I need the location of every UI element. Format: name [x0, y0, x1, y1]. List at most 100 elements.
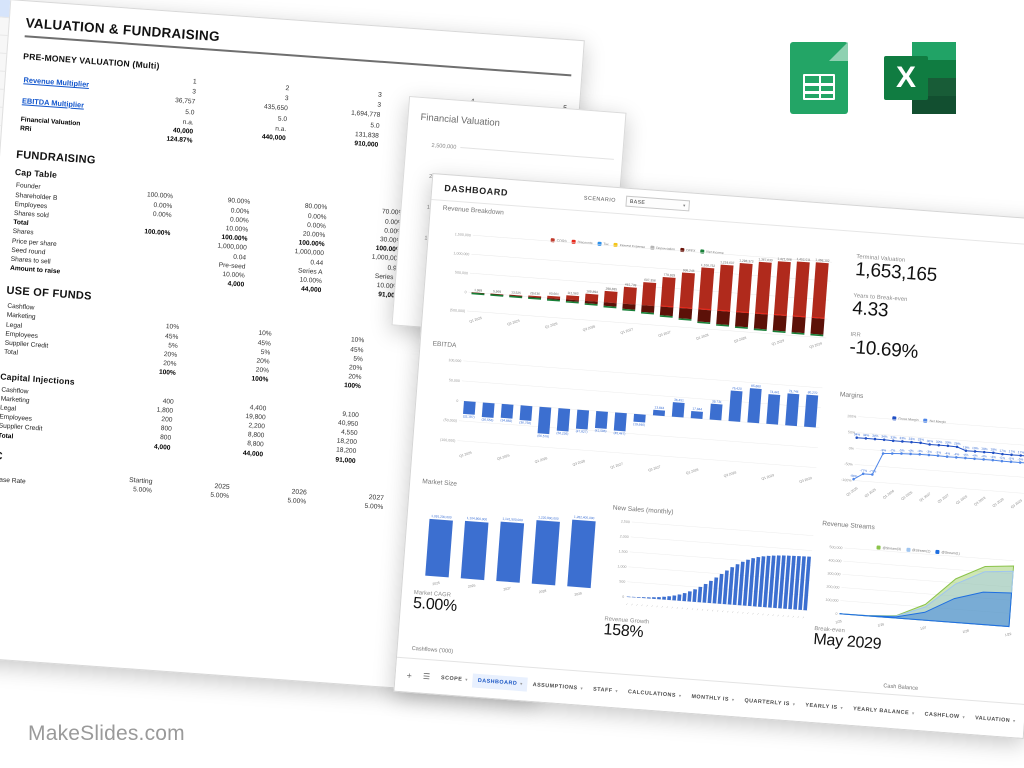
svg-text:1,091,200,000: 1,091,200,000	[431, 514, 452, 520]
scenario-label: SCENARIO	[583, 194, 617, 204]
revenue-streams-chart: 500,000 400,000 300,000 200,000 100,000 0 1/25…	[825, 545, 1015, 637]
all-sheets-icon[interactable]: ☰	[422, 671, 431, 682]
svg-text:1,500: 1,500	[618, 549, 627, 554]
kpi-revenue-growth: Revenue Growth 158%	[603, 616, 649, 642]
chevron-down-icon[interactable]: ▾	[792, 701, 796, 707]
app-icons-group: X	[790, 42, 956, 114]
svg-text:1,500,000: 1,500,000	[455, 232, 471, 237]
svg-text:‒: ‒	[776, 613, 780, 617]
svg-text:1/27: 1/27	[920, 625, 927, 630]
svg-text:(19,646): (19,646)	[633, 422, 645, 427]
svg-text:Q1 2027: Q1 2027	[919, 492, 932, 503]
margins-chart: 100%50%0%-50%-100%34% 34% 34% 34% 33% 33% 33% 3…	[841, 414, 1024, 509]
svg-text:-4%: -4%	[972, 453, 978, 457]
svg-text:Q1 2026: Q1 2026	[882, 489, 895, 500]
google-sheets-icon[interactable]	[790, 42, 848, 114]
sheet-tab-staff[interactable]: STAFF ▾	[588, 682, 624, 699]
chevron-down-icon[interactable]: ▾	[678, 693, 682, 699]
svg-text:100%: 100%	[847, 414, 857, 419]
svg-text:1/26: 1/26	[877, 622, 884, 627]
add-sheet-icon[interactable]: +	[406, 670, 413, 681]
svg-text:1,468,102: 1,468,102	[815, 258, 830, 263]
panel-new-sales: New Sales (monthly) 2,500 2,000 1,500 1,000…	[601, 504, 821, 654]
chevron-down-icon[interactable]: ▾	[1012, 718, 1016, 724]
svg-text:‒: ‒	[695, 607, 699, 611]
sheet-tab-yearly-balance[interactable]: YEARLY BALANCE ▾	[848, 701, 920, 720]
excel-band-bottom	[912, 96, 956, 114]
row-header-cell[interactable]: 8	[0, 106, 3, 126]
chevron-down-icon[interactable]: ▾	[911, 710, 915, 716]
svg-text:(34,882): (34,882)	[500, 418, 512, 423]
sheet-tab-label: ASSUMPTIONS	[532, 681, 578, 691]
row-header-cell[interactable]: 2	[0, 0, 11, 19]
panel-market-size: Market Size 1,091,200,000 2025 1,104,900,0…	[410, 478, 610, 627]
chevron-down-icon[interactable]: ▾	[615, 688, 619, 694]
svg-text:(32,197): (32,197)	[463, 414, 475, 419]
row-header-cell[interactable]: 5	[0, 52, 7, 72]
svg-text:‒: ‒	[801, 615, 805, 619]
sheet-tab-valuation[interactable]: VALUATION ▾	[970, 710, 1022, 728]
svg-text:30%: 30%	[927, 439, 934, 443]
scenario-dropdown[interactable]: BASE ▾	[625, 195, 691, 212]
svg-text:34%: 34%	[854, 432, 861, 436]
svg-text:-3%: -3%	[935, 450, 941, 454]
svg-text:‒: ‒	[655, 604, 659, 608]
sheet-tab-label: SCOPE	[440, 674, 463, 683]
svg-text:-9%: -9%	[880, 448, 886, 452]
chevron-down-icon[interactable]: ▾	[731, 696, 735, 703]
row-header-cell[interactable]: 7	[0, 88, 4, 108]
sheet-tab-scope[interactable]: SCOPE ▾	[436, 670, 474, 687]
chevron-down-icon[interactable]: ▾	[962, 714, 966, 720]
row-header-cell[interactable]: 9	[0, 124, 2, 144]
svg-text:-5%: -5%	[999, 456, 1005, 460]
svg-text:Q1 2028: Q1 2028	[685, 468, 699, 476]
axis-tick-label: 2,500,000	[431, 142, 457, 151]
revenue-breakdown-chart: 1,500,000 1,000,000 500,000 0 (500,000) 1,989…	[450, 232, 832, 349]
svg-text:1,367,630: 1,367,630	[758, 257, 773, 262]
kpi-irr: IRR -10.69%	[849, 332, 1024, 372]
svg-text:19%: 19%	[990, 447, 997, 451]
excel-x-glyph: X	[895, 61, 916, 94]
svg-text:‒: ‒	[796, 615, 800, 619]
sheet-tab-cashflow[interactable]: CASHFLOW ▾	[919, 707, 971, 725]
svg-text:1,989: 1,989	[474, 288, 482, 293]
svg-text:‒: ‒	[680, 606, 684, 610]
svg-text:Q3 2027: Q3 2027	[937, 493, 950, 504]
svg-text:Q3 2026: Q3 2026	[572, 459, 586, 467]
sheet-dashboard[interactable]: DASHBOARD SCENARIO BASE ▾ Revenue Breakd…	[393, 173, 1024, 739]
chevron-down-icon[interactable]: ▾	[580, 685, 584, 691]
panel-revenue-streams: Revenue Streams @Stream(3) @Stream(2) @Str…	[810, 520, 1024, 675]
svg-text:936,246: 936,246	[683, 268, 695, 273]
svg-text:Q3 2028: Q3 2028	[973, 496, 986, 507]
chevron-down-icon[interactable]: ▾	[520, 681, 523, 687]
svg-text:Q1 2026: Q1 2026	[534, 456, 548, 464]
svg-text:Q3 2026: Q3 2026	[900, 490, 913, 501]
svg-text:‒: ‒	[650, 604, 654, 608]
sheet-tab-monthly-is[interactable]: MONTHLY IS ▾	[686, 689, 740, 707]
svg-text:Q3 2027: Q3 2027	[648, 465, 662, 473]
row-header-cell[interactable]: 4	[0, 34, 8, 54]
sheet-tab-yearly-is[interactable]: YEARLY IS ▾	[800, 698, 849, 716]
row-header-cell[interactable]: 6	[0, 70, 6, 90]
panel-margins: Margins Gross Margin Net Margin 100% 50% 0%…	[829, 391, 1024, 526]
svg-text:33%: 33%	[899, 436, 906, 440]
svg-text:111,563: 111,563	[567, 291, 579, 296]
svg-text:Q1 2027: Q1 2027	[610, 462, 624, 470]
svg-text:400,000: 400,000	[828, 558, 841, 563]
svg-text:Q3 2027: Q3 2027	[658, 330, 672, 338]
sheet-tab-assumptions[interactable]: ASSUMPTIONS ▾	[527, 677, 588, 696]
microsoft-excel-icon[interactable]: X	[884, 42, 956, 114]
row-header-cell[interactable]: 3	[0, 16, 9, 37]
sheet-tab-dashboard[interactable]: DASHBOARD ▾	[472, 673, 529, 692]
svg-text:0%: 0%	[849, 446, 855, 450]
chevron-down-icon[interactable]: ▾	[840, 705, 844, 711]
sheet-tab-quarterly-is[interactable]: QUARTERLY IS ▾	[739, 693, 801, 712]
svg-text:1,000: 1,000	[617, 564, 626, 569]
sheet-tab-calculations[interactable]: CALCULATIONS ▾	[622, 684, 687, 703]
chevron-down-icon[interactable]: ▾	[465, 676, 469, 683]
svg-text:1,421,068: 1,421,068	[777, 257, 792, 262]
svg-text:Q3 2029: Q3 2029	[809, 341, 823, 349]
svg-text:(500,000): (500,000)	[450, 308, 466, 313]
svg-text:2029: 2029	[574, 591, 582, 596]
svg-text:19%: 19%	[963, 445, 970, 449]
